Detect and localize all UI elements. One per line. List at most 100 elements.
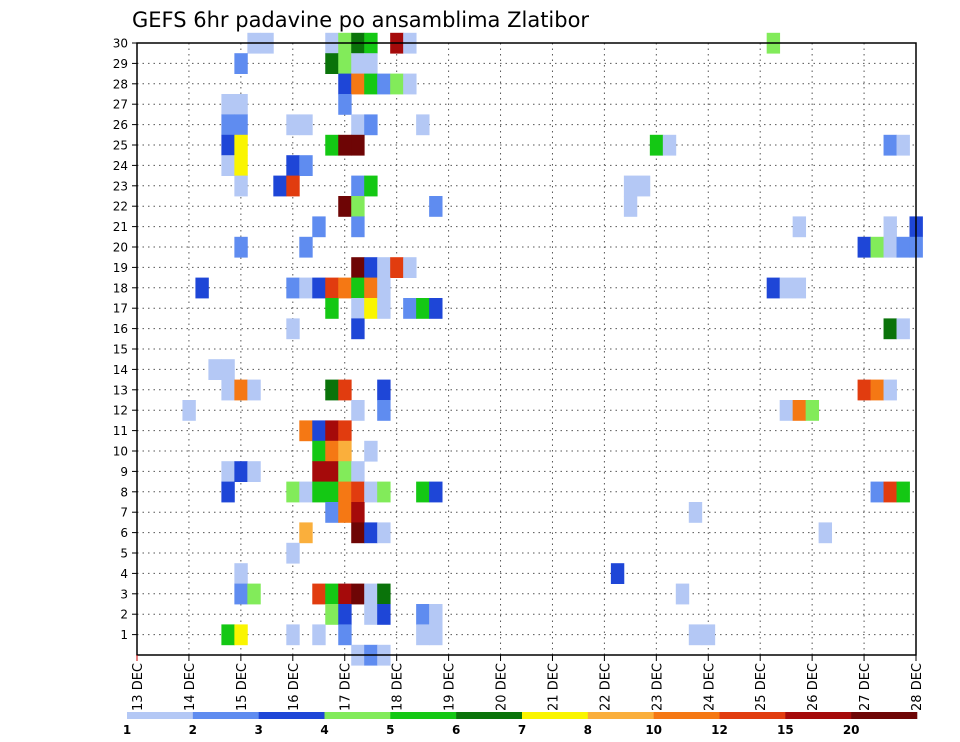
y-tick-label: 11 bbox=[113, 424, 128, 438]
heatmap-cell bbox=[403, 257, 417, 278]
y-tick-label: 5 bbox=[120, 547, 128, 561]
heatmap-cell bbox=[221, 359, 235, 380]
heatmap-cell bbox=[312, 420, 326, 442]
heatmap-cell bbox=[377, 522, 391, 544]
heatmap-cell bbox=[416, 624, 430, 646]
colorbar-swatch bbox=[456, 712, 523, 719]
heatmap-cell bbox=[338, 461, 352, 482]
heatmap-cell bbox=[338, 604, 352, 625]
x-tick-label: 26 DEC bbox=[806, 663, 821, 711]
heatmap-cell bbox=[636, 175, 651, 197]
heatmap-cell bbox=[338, 420, 352, 442]
heatmap-cell bbox=[247, 583, 261, 605]
heatmap-cell bbox=[299, 481, 313, 503]
heatmap-cell bbox=[364, 522, 378, 544]
y-tick-label: 23 bbox=[113, 179, 128, 193]
heatmap-cell bbox=[221, 481, 235, 503]
colorbar-label: 3 bbox=[254, 723, 262, 737]
x-tick-label: 17 DEC bbox=[339, 663, 354, 711]
colorbar-swatch bbox=[653, 712, 720, 719]
heatmap-cell bbox=[416, 604, 430, 625]
x-axis-ticks: 13 DEC 14 DEC 15 DEC 16 DEC 17 DEC 18 DEC 19 D… bbox=[131, 655, 925, 711]
y-tick-label: 24 bbox=[113, 159, 128, 173]
heatmap-cell bbox=[247, 379, 261, 401]
heatmap-cell bbox=[701, 624, 716, 646]
colorbar-label: 7 bbox=[518, 723, 526, 737]
heatmap-cell bbox=[234, 624, 248, 646]
heatmap-cell bbox=[325, 583, 339, 605]
heatmap-cell bbox=[883, 481, 897, 503]
heatmap-cell bbox=[325, 481, 339, 503]
x-tick-label: 27 DEC bbox=[858, 663, 873, 711]
y-tick-label: 17 bbox=[113, 302, 128, 316]
heatmap-cell bbox=[286, 481, 300, 503]
y-tick-label: 18 bbox=[113, 281, 128, 295]
colorbar: 1 2 3 4 5 6 7 8 10 12 15 20 bbox=[123, 712, 918, 737]
heatmap-cell bbox=[247, 461, 261, 482]
heatmap-cell bbox=[792, 400, 807, 421]
heatmap-cell bbox=[351, 583, 365, 605]
heatmap-cell bbox=[312, 277, 326, 299]
heatmap-cell bbox=[221, 461, 235, 482]
heatmap-cell bbox=[338, 134, 352, 156]
heatmap-cell bbox=[688, 502, 703, 523]
colorbar-label: 20 bbox=[843, 723, 860, 737]
x-tick-label: 14 DEC bbox=[183, 663, 198, 711]
heatmap-cell bbox=[364, 583, 378, 605]
heatmap-cell bbox=[883, 318, 897, 340]
heatmap-cell bbox=[662, 134, 677, 156]
colorbar-swatch bbox=[258, 712, 325, 719]
heatmap-cell bbox=[338, 53, 352, 74]
y-tick-label: 1 bbox=[120, 628, 128, 642]
heatmap-cell bbox=[857, 379, 871, 401]
y-tick-label: 12 bbox=[113, 404, 128, 418]
heatmap-cell bbox=[182, 400, 196, 421]
heatmap-cell bbox=[299, 522, 313, 544]
heatmap-cell bbox=[351, 257, 365, 278]
heatmap-cell bbox=[351, 461, 365, 482]
heatmap-cell bbox=[416, 298, 430, 319]
heatmap-cell bbox=[325, 379, 339, 401]
heatmap-cell bbox=[896, 318, 910, 340]
heatmap-cell bbox=[312, 461, 326, 482]
heatmap-cell bbox=[234, 461, 248, 482]
heatmap-cell bbox=[896, 236, 910, 258]
x-tick-label: 15 DEC bbox=[235, 663, 250, 711]
heatmap-cell bbox=[195, 277, 209, 299]
heatmap-cell bbox=[416, 114, 430, 136]
heatmap-cell bbox=[221, 155, 235, 176]
heatmap-cell bbox=[299, 114, 313, 136]
heatmap-cell bbox=[429, 481, 443, 503]
heatmap-cell bbox=[338, 94, 352, 115]
heatmap-cell bbox=[429, 604, 443, 625]
colorbar-swatch bbox=[192, 712, 259, 719]
heatmap-cell bbox=[896, 134, 910, 156]
y-tick-label: 13 bbox=[113, 383, 128, 397]
heatmap-cell bbox=[338, 440, 352, 462]
heatmap-cell bbox=[234, 155, 248, 176]
colorbar-swatch bbox=[127, 712, 194, 719]
heatmap-cell bbox=[818, 522, 833, 544]
heatmap-cell bbox=[351, 400, 365, 421]
heatmap-cell bbox=[325, 461, 339, 482]
heatmap-cell bbox=[286, 175, 300, 197]
colorbar-label: 12 bbox=[711, 723, 728, 737]
heatmap-cell bbox=[364, 257, 378, 278]
heatmap-cell bbox=[429, 624, 443, 646]
heatmap-cell bbox=[377, 277, 391, 299]
heatmap-cell bbox=[325, 298, 339, 319]
heatmap-cell bbox=[870, 236, 884, 258]
heatmap-cell bbox=[208, 359, 222, 380]
y-tick-label: 16 bbox=[113, 322, 128, 336]
x-tick-label: 28 DEC bbox=[910, 663, 925, 711]
heatmap-cell bbox=[610, 563, 625, 584]
heatmap-cell bbox=[403, 73, 417, 95]
heatmap-cell bbox=[364, 298, 378, 319]
heatmap-cell bbox=[351, 196, 365, 217]
y-tick-label: 26 bbox=[113, 118, 128, 132]
heatmap-cell bbox=[299, 420, 313, 442]
chart-title: GEFS 6hr padavine po ansamblima Zlatibor bbox=[132, 8, 589, 32]
heatmap-cell bbox=[286, 542, 300, 564]
colorbar-label: 4 bbox=[320, 723, 328, 737]
heatmap-cell bbox=[429, 298, 443, 319]
